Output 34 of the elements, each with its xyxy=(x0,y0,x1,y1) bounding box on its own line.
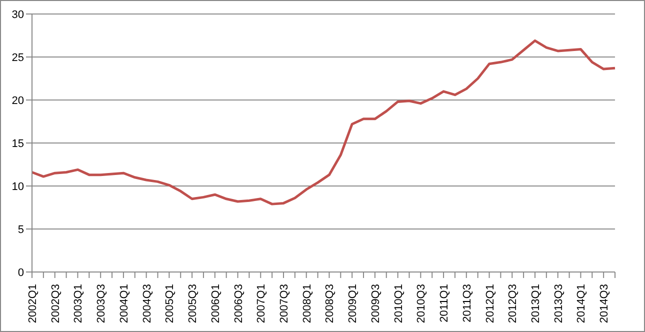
x-tick-label: 2009Q1 xyxy=(347,284,360,324)
x-tick-label: 2010Q1 xyxy=(392,284,405,324)
x-tick-label: 2002Q1 xyxy=(27,284,39,324)
x-tick-label: 2010Q3 xyxy=(416,284,428,324)
x-tick-label: 2003Q3 xyxy=(96,284,108,324)
x-tick-label: 2005Q3 xyxy=(187,284,200,324)
x-tick-label: 2011Q3 xyxy=(461,284,474,322)
y-tick-label: 20 xyxy=(12,94,24,107)
x-tick-label: 2007Q1 xyxy=(256,284,268,324)
x-tick-label: 2008Q1 xyxy=(301,284,314,324)
x-tick-label: 2014Q1 xyxy=(576,284,588,324)
x-tick-label: 2008Q3 xyxy=(324,284,336,324)
y-tick-label: 25 xyxy=(12,52,24,64)
x-tick-label: 2004Q3 xyxy=(141,284,154,324)
y-tick-label: 10 xyxy=(12,180,24,193)
x-tick-label: 2003Q1 xyxy=(72,284,85,324)
y-tick-label: 30 xyxy=(12,8,24,21)
x-tick-label: 2007Q3 xyxy=(278,284,290,324)
x-tick-label: 2011Q1 xyxy=(438,284,451,322)
x-tick-label: 2006Q3 xyxy=(232,284,245,324)
x-tick-label: 2012Q1 xyxy=(484,284,496,324)
x-tick-label: 2013Q3 xyxy=(552,284,565,324)
x-tick-label: 2012Q3 xyxy=(507,284,520,324)
x-tick-label: 2013Q1 xyxy=(530,284,542,324)
y-tick-label: 5 xyxy=(18,224,24,236)
x-tick-label: 2005Q1 xyxy=(164,284,176,324)
line-series xyxy=(30,39,616,206)
x-tick-label: 2009Q3 xyxy=(370,284,382,324)
x-tick-label: 2006Q1 xyxy=(210,284,222,324)
y-tick-label: 0 xyxy=(18,266,24,279)
x-tick-label: 2014Q3 xyxy=(598,284,611,324)
x-tick-label: 2002Q3 xyxy=(50,284,62,324)
y-tick-label: 15 xyxy=(12,138,24,150)
x-tick-label: 2004Q1 xyxy=(118,284,130,324)
